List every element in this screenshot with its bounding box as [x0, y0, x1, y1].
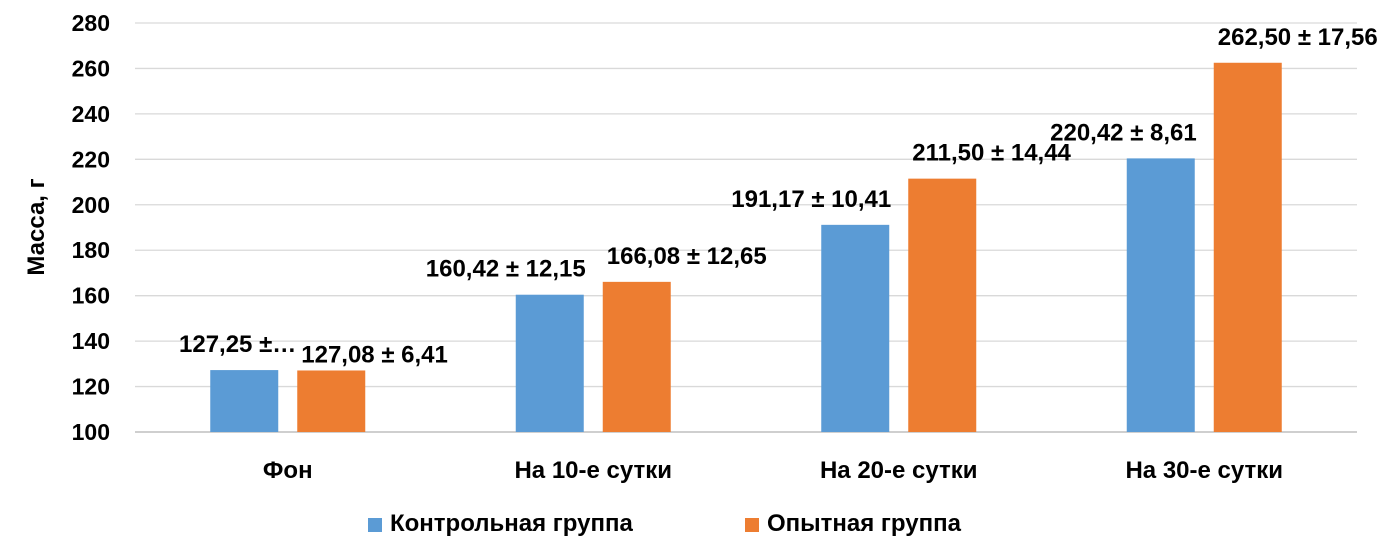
y-tick-label: 120: [72, 374, 110, 400]
y-tick-label: 240: [72, 101, 110, 127]
y-tick-label: 200: [72, 192, 110, 218]
x-category-label: На 20-е сутки: [820, 457, 978, 484]
y-axis-title: Масса, г: [23, 178, 50, 275]
bar-experimental: [1213, 62, 1282, 433]
legend-swatch: [368, 518, 382, 532]
bar-control: [515, 294, 584, 432]
data-label: 160,42 ± 12,15: [426, 256, 586, 283]
x-axis-categories: Фон На 10-е сутки На 20-е сутки На 30-е сут…: [263, 457, 1283, 484]
y-axis-ticks: 100 120 140 160 180 200 220 240 260 280: [72, 10, 110, 445]
y-tick-label: 180: [72, 237, 110, 263]
data-label: 211,50 ± 14,44: [912, 140, 1071, 167]
legend-label: Контрольная группа: [390, 510, 633, 537]
bar-experimental: [297, 370, 366, 432]
bars: [210, 62, 1282, 433]
legend-label: Опытная группа: [767, 510, 962, 537]
x-category-label: На 10-е сутки: [514, 457, 672, 484]
data-label: 127,25 ±…: [179, 331, 296, 358]
data-label: 127,08 ± 6,41: [301, 341, 448, 368]
y-tick-label: 140: [72, 328, 110, 354]
bar-experimental: [908, 178, 977, 432]
bar-experimental: [602, 281, 671, 432]
legend: Контрольная группа Опытная группа: [368, 510, 962, 537]
bar-control: [821, 224, 890, 432]
x-category-label: Фон: [263, 457, 313, 484]
data-label: 166,08 ± 12,65: [607, 243, 767, 270]
bar-control: [1126, 158, 1195, 432]
bar-control: [210, 370, 279, 432]
data-labels: 127,25 ±… 127,08 ± 6,41 160,42 ± 12,15 166,…: [179, 24, 1378, 369]
y-tick-label: 260: [72, 55, 110, 81]
y-tick-label: 280: [72, 10, 110, 36]
data-label: 191,17 ± 10,41: [731, 186, 891, 213]
y-tick-label: 160: [72, 283, 110, 309]
legend-swatch: [745, 518, 759, 532]
data-label: 220,42 ± 8,61: [1050, 119, 1197, 146]
y-tick-label: 100: [72, 419, 110, 445]
x-category-label: На 30-е сутки: [1125, 457, 1283, 484]
y-tick-label: 220: [72, 146, 110, 172]
data-label: 262,50 ± 17,56: [1218, 24, 1378, 51]
